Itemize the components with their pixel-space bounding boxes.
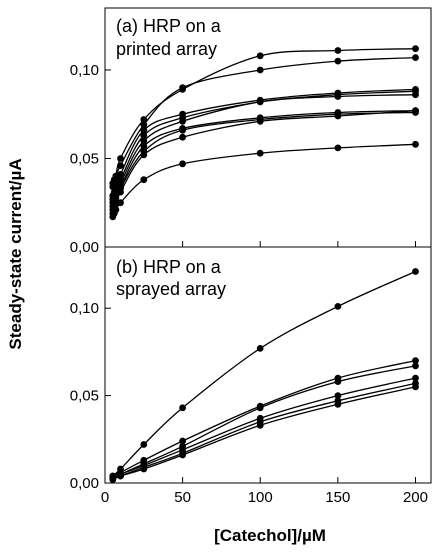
panel-b-data-point: [412, 383, 419, 391]
panel-a-ytick-label: 0,10: [70, 62, 99, 79]
panel-a-data-point: [412, 91, 419, 99]
panel-b-data-point: [412, 374, 419, 382]
panel-a-data-point: [140, 151, 148, 159]
panel-b-data-point: [140, 441, 148, 448]
panel-b-ytick-label: 0,10: [70, 300, 99, 317]
panel-a-data-point: [117, 188, 124, 196]
panel-a-data-point: [412, 45, 419, 53]
panel-a-title-line1: (a) HRP on a: [116, 16, 221, 36]
panel-b-data-point: [256, 421, 264, 429]
panel-a-series-line: [112, 143, 416, 218]
panel-a-series-line: [112, 111, 416, 211]
panel-a-data-point: [256, 52, 264, 60]
panel-a-data-point: [179, 133, 187, 141]
panel-b-data-point: [334, 392, 342, 399]
panel-b-data-point: [334, 303, 342, 310]
panel-b-xtick-label: 100: [248, 489, 273, 506]
panel-a-data-point: [256, 149, 264, 157]
panel-b-data-point: [117, 472, 124, 480]
panel-b-data-point: [109, 476, 117, 483]
panel-a-data-point: [140, 132, 148, 139]
panel-b-frame: [104, 246, 432, 484]
panel-a-title-line2: printed array: [116, 39, 218, 59]
panel-b-series-line: [112, 382, 416, 481]
panel-a-data-point: [140, 126, 148, 134]
panel-b-data-point: [256, 404, 264, 412]
panel-b-data-point: [179, 451, 187, 459]
panel-a-data-point: [256, 117, 264, 125]
panel-a-data-point: [412, 107, 419, 115]
panel-a-data-point: [140, 137, 148, 145]
panel-a-data-point: [140, 116, 148, 123]
panel-b-xtick-label: 50: [174, 489, 191, 506]
panel-a-ytick-label: 0,00: [70, 239, 99, 256]
panel-b-xtick-label: 200: [403, 489, 428, 506]
panel-a-data-point: [117, 162, 124, 170]
panel-a-data-point: [140, 121, 148, 129]
panel-a-data-point: [179, 126, 187, 134]
x-axis-label: [Catechol]/µM: [214, 526, 326, 545]
y-axis-label: Steady-state current/µA: [6, 158, 25, 350]
panel-b-data-point: [179, 437, 187, 445]
panel-a-data-point: [334, 112, 342, 120]
panel-a-data-point: [256, 98, 264, 106]
panel-b-data-point: [179, 404, 187, 412]
panel-a-data-point: [334, 47, 342, 54]
panel-b-xtick-label: 150: [325, 489, 350, 506]
panel-b-data-point: [412, 362, 419, 370]
panel-b-data-point: [334, 400, 342, 408]
panel-b-ytick-label: 0,05: [70, 388, 99, 405]
panel-a-data-point: [117, 199, 124, 207]
panel-b-series-line: [112, 365, 416, 479]
panel-a-data-point: [179, 160, 187, 168]
panel-b-series-line: [112, 386, 416, 481]
panel-a-data-point: [334, 93, 342, 100]
panel-a-data-point: [179, 117, 187, 125]
panel-b-data-point: [412, 268, 419, 275]
panel-a-data-point: [140, 176, 148, 184]
panel-b-data-point: [334, 378, 342, 385]
panel-b-ytick-label: 0,00: [70, 475, 99, 492]
panel-a-data-point: [140, 142, 148, 150]
panel-a-data-point: [412, 54, 419, 61]
panel-a-data-point: [117, 155, 124, 162]
panel-b-title-line1: (b) HRP on a: [116, 257, 221, 277]
panel-a-data-point: [112, 206, 120, 214]
panel-a-ytick-label: 0,05: [70, 150, 99, 167]
panel-a-data-point: [334, 144, 342, 152]
panel-b-data-point: [140, 465, 148, 473]
panel-b-series-line: [112, 359, 416, 477]
panel-b-xtick-label: 0: [101, 489, 109, 506]
panel-a-data-point: [334, 57, 342, 65]
panel-b-data-point: [412, 357, 419, 364]
panel-b-title-line2: sprayed array: [116, 279, 227, 299]
panel-a-data-point: [179, 84, 187, 92]
panel-a-data-point: [412, 140, 419, 148]
panel-b-data-point: [256, 345, 264, 352]
panel-a-data-point: [256, 66, 264, 74]
